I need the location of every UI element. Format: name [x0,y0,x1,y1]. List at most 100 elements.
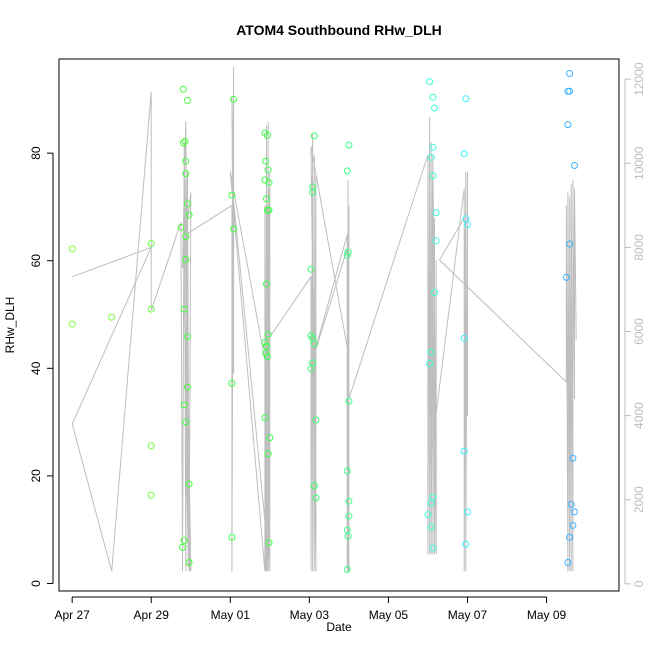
scatter-point [185,211,193,219]
scatter-point [460,447,468,455]
scatter-point [344,248,352,256]
scatter-point [147,491,155,499]
scatter-point [566,533,574,541]
scatter-point [343,251,351,259]
scatter-point [569,454,577,462]
scatter-point [182,157,190,165]
y2-tick-label: 2000 [632,486,646,513]
scatter-point [345,497,353,505]
scatter-point [562,273,570,281]
scatter-point [263,195,270,203]
scatter-point [427,523,435,531]
y-tick-label: 40 [29,361,43,375]
scatter-point [147,240,155,247]
x-tick-label: May 09 [527,608,567,622]
scatter-point [564,559,572,566]
scatter-point [310,340,318,348]
scatter-point [147,442,155,450]
scatter-point [427,499,435,507]
scatter-point [261,414,269,422]
scatter-point [307,365,315,373]
scatter-point [263,131,271,139]
scatter-point [261,339,269,346]
scatter-point [185,559,193,566]
scatter-point [179,85,187,93]
scatter-point [464,221,471,229]
scatter-point [432,209,440,217]
scatter-point [182,418,190,426]
scatter-point [184,200,191,208]
scatter-point [462,95,470,103]
scatter-point [571,162,578,169]
scatter-point [566,87,574,95]
scatter-point [180,305,188,313]
x-tick-label: May 05 [369,608,409,622]
y-tick-label: 60 [29,254,43,268]
chart-title: ATOM4 Southbound RHw_DLH [236,22,442,38]
scatter-point [68,320,76,328]
scatter-point [228,379,236,387]
scatter-point [185,480,193,488]
scatter-point [566,240,574,248]
scatter-point [564,121,572,129]
scatter-point [427,153,435,161]
scatter-point [427,348,435,356]
scatter-point [462,540,470,548]
y2-tick-label: 6000 [632,318,646,345]
scatter-point [567,500,575,508]
x-tick-label: Apr 27 [54,608,90,622]
scatter-point [310,482,318,490]
scatter-point [182,233,190,240]
scatter-point [266,434,274,442]
scatter-point [184,96,191,104]
y2-tick-label: 0 [632,580,646,587]
x-axis-label: Date [326,620,352,634]
scatter-point [182,256,190,264]
scatter-point [177,223,185,231]
scatter-point [180,536,188,544]
scatter-point [343,467,351,475]
plot-frame [58,58,620,592]
scatter-point [108,313,116,321]
x-tick-label: May 07 [448,608,488,622]
y-axis: 0 20 40 60 80 [29,146,54,587]
scatter-point [265,179,273,187]
scatter-point [426,360,434,367]
scatter-point [464,508,471,516]
scatter-point [343,167,351,175]
scatter-point [566,70,574,77]
scatter-point [460,150,468,158]
scatter-point [309,183,317,191]
y2-tick-label: 12000 [632,62,646,96]
scatter-point [179,543,186,551]
scatter-point [345,512,353,520]
scatter-point [147,305,155,313]
scatter-point [180,401,188,409]
scatter-point [263,342,270,350]
scatter-point [264,450,272,458]
scatter-point [310,132,318,140]
scatter-point [184,333,191,341]
scatter-point [426,78,434,86]
scatter-point [424,511,432,519]
scatter-point [312,416,320,424]
scatter-point [429,172,437,180]
scatter-point [228,191,236,199]
x-tick-label: May 03 [290,608,330,622]
scatter-point [309,188,317,196]
scatter-point [263,353,271,360]
scatter-point [262,157,270,165]
y2-axis-right: 0 2000 4000 6000 8000 10000 12000 [624,62,646,587]
x-tick-label: Apr 29 [134,608,170,622]
x-axis: Apr 27 Apr 29 May 01 May 03 May 05 May 07 May … [54,596,567,622]
scatter-point [431,104,438,112]
scatter-point [263,280,270,288]
y2-tick-label: 10000 [632,146,646,180]
scatter-point [264,166,272,174]
scatter-point [179,139,187,147]
x-tick-label: May 01 [211,608,251,622]
y2-tick-label: 4000 [632,402,646,429]
y-tick-label: 80 [29,146,43,160]
